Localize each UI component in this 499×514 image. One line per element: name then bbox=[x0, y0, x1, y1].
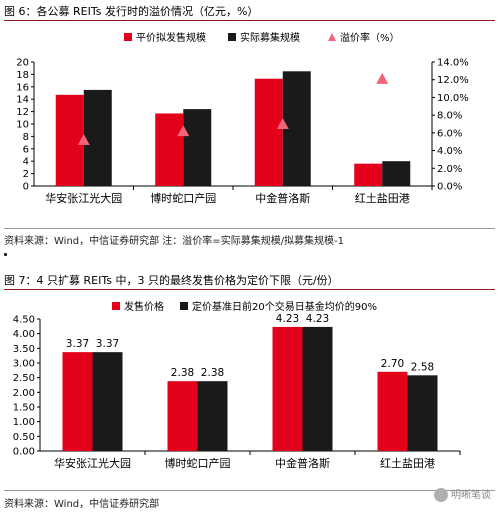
data-label-price-0: 3.37 bbox=[66, 338, 89, 350]
y-tick-label-2: 4 bbox=[23, 157, 29, 168]
legend2-label-0: 发售价格 bbox=[124, 300, 164, 313]
watermark: 明晰笔谈 bbox=[434, 486, 491, 502]
legend2-swatch-0 bbox=[112, 302, 120, 310]
y-tick-label-8: 16 bbox=[16, 82, 29, 93]
figure1-bottom-rule bbox=[4, 228, 495, 229]
y-tick-label-1: 2 bbox=[23, 169, 29, 180]
figure2-bottom-rule bbox=[4, 490, 495, 491]
y-tick-label-6: 12 bbox=[16, 107, 29, 118]
y2ch-tick-label-9: 4.50 bbox=[13, 315, 35, 326]
data-label-floor-1: 2.38 bbox=[201, 367, 224, 379]
x-tick-label-2: 中金普洛斯 bbox=[255, 191, 310, 205]
y2ch-tick-label-2: 1.00 bbox=[13, 417, 35, 428]
watermark-text: 明晰笔谈 bbox=[451, 490, 491, 501]
data-label-floor-2: 4.23 bbox=[306, 313, 329, 325]
premium-marker-0 bbox=[77, 133, 90, 145]
y2ch-tick-label-0: 0.00 bbox=[13, 447, 35, 458]
premium-marker-1 bbox=[177, 125, 190, 137]
y-tick-label-7: 14 bbox=[16, 95, 29, 106]
legend-swatch-1 bbox=[228, 33, 236, 41]
y2-tick-label-5: 10.0% bbox=[437, 93, 469, 104]
y2-tick-label-3: 6.0% bbox=[437, 128, 462, 139]
y2-tick-label-6: 12.0% bbox=[437, 75, 469, 86]
bar-planned-0 bbox=[55, 94, 84, 186]
bar-floor-2 bbox=[302, 326, 333, 451]
premium-marker-3 bbox=[376, 72, 389, 84]
data-label-price-1: 2.38 bbox=[171, 367, 194, 379]
legend-label-2: 溢价率（%） bbox=[340, 31, 400, 44]
y-tick-label-5: 10 bbox=[16, 120, 29, 131]
bullet-dot bbox=[4, 253, 7, 256]
y-tick-label-0: 0 bbox=[23, 182, 29, 193]
y-tick-label-3: 6 bbox=[23, 144, 29, 155]
data-label-price-2: 4.23 bbox=[276, 313, 299, 325]
wechat-icon bbox=[434, 488, 448, 502]
legend-label-1: 实际募集规模 bbox=[240, 31, 300, 44]
figure2-source: 资料来源：Wind，中信证券研究部 bbox=[4, 499, 160, 510]
y2-tick-label-2: 4.0% bbox=[437, 146, 462, 157]
y2-tick-label-0: 0.0% bbox=[437, 182, 462, 193]
y2ch-tick-label-7: 3.50 bbox=[13, 344, 35, 355]
y2ch-tick-label-5: 2.50 bbox=[13, 373, 35, 384]
y2-tick-label-7: 14.0% bbox=[437, 58, 469, 69]
figure1-source: 资料来源：Wind，中信证券研究部 注：溢价率=实际募集规模/拟募集规模-1 bbox=[4, 236, 345, 247]
x2ch-tick-label-3: 红土盐田港 bbox=[380, 457, 435, 470]
bar-floor-0 bbox=[92, 352, 123, 451]
x2ch-tick-label-1: 博时蛇口产园 bbox=[165, 456, 231, 470]
bar-floor-3 bbox=[407, 375, 438, 451]
bar-planned-1 bbox=[155, 113, 184, 186]
data-label-floor-3: 2.58 bbox=[411, 361, 434, 373]
y2ch-tick-label-6: 3.00 bbox=[13, 359, 35, 370]
bar-planned-3 bbox=[354, 163, 383, 186]
bar-price-0 bbox=[62, 352, 93, 451]
data-label-price-3: 2.70 bbox=[381, 358, 404, 370]
y-tick-label-9: 18 bbox=[16, 70, 29, 81]
y2ch-tick-label-8: 4.00 bbox=[13, 329, 35, 340]
bar-actual-0 bbox=[83, 89, 112, 186]
figure1-title: 图 6：各公募 REITs 发行时的溢价情况（亿元，%） bbox=[4, 5, 259, 18]
data-label-floor-0: 3.37 bbox=[96, 338, 119, 350]
bar-actual-1 bbox=[183, 109, 212, 186]
y2-tick-label-4: 8.0% bbox=[437, 111, 462, 122]
y2ch-tick-label-3: 1.50 bbox=[13, 403, 35, 414]
legend-swatch-0 bbox=[124, 33, 132, 41]
x2ch-tick-label-0: 华安张江光大园 bbox=[54, 456, 131, 470]
x-tick-label-0: 华安张江光大园 bbox=[45, 191, 122, 205]
figure1-top-rule bbox=[4, 20, 495, 21]
y-tick-label-10: 20 bbox=[16, 58, 29, 69]
bar-floor-1 bbox=[197, 381, 228, 451]
bar-price-1 bbox=[167, 381, 198, 451]
figure2-top-rule bbox=[4, 289, 495, 290]
y2-tick-label-1: 2.0% bbox=[437, 164, 462, 175]
price-chart: 发售价格 定价基准日前20个交易日基金均价的90% 0.00 0.50 1.00 1.50… bbox=[13, 300, 461, 470]
legend-swatch-2 bbox=[328, 33, 336, 41]
bar-actual-3 bbox=[382, 161, 411, 186]
legend-label-0: 平价拟发售规模 bbox=[136, 31, 206, 44]
x-tick-label-3: 红土盐田港 bbox=[355, 192, 410, 205]
y2ch-tick-label-4: 2.00 bbox=[13, 388, 35, 399]
bar-planned-2 bbox=[254, 78, 283, 186]
premium-marker-2 bbox=[276, 118, 289, 129]
bar-price-2 bbox=[272, 326, 303, 451]
legend2-label-1: 定价基准日前20个交易日基金均价的90% bbox=[192, 300, 377, 313]
figure2-title: 图 7：4 只扩募 REITs 中，3 只的最终发售价格为定价下限（元/份） bbox=[4, 274, 339, 287]
y2ch-tick-label-1: 0.50 bbox=[13, 432, 35, 443]
x2ch-tick-label-2: 中金普洛斯 bbox=[275, 456, 330, 470]
bar-price-3 bbox=[377, 371, 408, 451]
legend2-swatch-1 bbox=[180, 302, 188, 310]
y-tick-label-4: 8 bbox=[23, 132, 29, 143]
x-tick-label-1: 博时蛇口产园 bbox=[150, 191, 216, 205]
